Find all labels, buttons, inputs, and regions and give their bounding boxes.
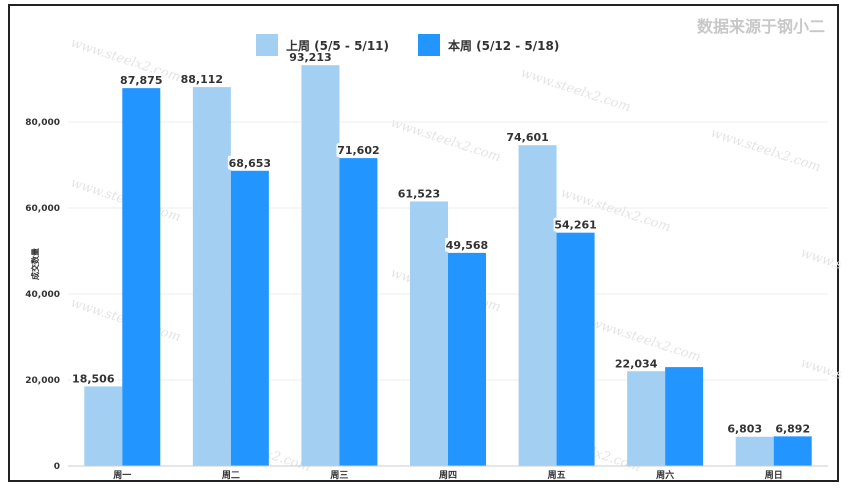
chart-frame: www.steelx2.com www.steelx2.com www.steelx… <box>8 4 841 482</box>
watermark-text: www.steelx2.com <box>389 116 503 166</box>
data-label-bg <box>71 371 116 386</box>
legend-label: 本周 (5/12 - 5/18) <box>448 38 559 53</box>
data-label-bg <box>505 130 550 145</box>
bar <box>556 232 595 466</box>
data-label: 49,568 <box>446 239 488 252</box>
bar <box>230 170 269 466</box>
data-label: 54,261 <box>554 219 596 232</box>
data-labels-layer: 18,506 87,875 88,112 68,653 93,213 71,602 61,5… <box>71 50 815 436</box>
bar <box>339 158 378 467</box>
bar <box>410 201 448 466</box>
bar <box>773 436 812 466</box>
y-axis-title: 成交数量 <box>30 248 40 280</box>
x-tick-label: 周日 <box>765 470 783 481</box>
data-label: 88,112 <box>181 73 223 86</box>
y-tick-label: 60,000 <box>25 204 60 214</box>
data-label-bg <box>770 421 815 436</box>
data-label: 71,602 <box>337 144 379 157</box>
y-tick-label: 0 <box>54 462 60 472</box>
watermark-text: www.steelx2.com <box>799 246 841 296</box>
data-label-bg <box>722 421 767 436</box>
x-tick-label: 周六 <box>656 469 674 481</box>
bar <box>84 386 123 466</box>
legend-swatch <box>256 34 278 56</box>
data-label-bg <box>614 356 659 371</box>
x-tick-label: 周四 <box>439 470 457 481</box>
data-label: 74,601 <box>506 131 548 144</box>
data-label: 18,506 <box>72 372 115 385</box>
data-label-bg <box>336 143 381 158</box>
data-label-bg <box>397 186 441 201</box>
data-label: 93,213 <box>289 51 331 64</box>
legend-swatch <box>418 34 440 56</box>
y-tick-label: 40,000 <box>25 290 60 300</box>
legend[interactable]: 上周 (5/5 - 5/11) 本周 (5/12 - 5/18) <box>256 34 559 56</box>
y-tick-label: 20,000 <box>25 376 60 386</box>
bar <box>122 88 161 466</box>
bars-layer <box>84 65 812 467</box>
data-label: 61,523 <box>398 187 440 200</box>
x-tick-label: 周三 <box>330 470 348 481</box>
bar-chart: www.steelx2.com www.steelx2.com www.steelx… <box>25 17 841 481</box>
bar <box>518 145 557 466</box>
bar <box>192 87 231 466</box>
data-label-bg <box>553 217 598 232</box>
x-axis: 周一 周二 周三 周四 周五 周六 周日 <box>68 465 828 481</box>
data-label-bg <box>288 50 333 65</box>
data-label: 6,803 <box>727 423 762 436</box>
legend-label: 上周 (5/5 - 5/11) <box>286 38 389 53</box>
data-label-bg <box>179 72 224 87</box>
x-tick-label: 周二 <box>222 470 240 481</box>
x-tick-label: 周五 <box>548 470 566 481</box>
data-label: 87,875 <box>120 74 162 87</box>
x-tick-label: 周一 <box>113 470 131 481</box>
watermark-text: www.steelx2.com <box>519 66 633 116</box>
data-label: 6,892 <box>775 422 810 435</box>
source-note: 数据来源于钢小二 <box>697 17 825 36</box>
y-tick-label: 80,000 <box>25 118 60 128</box>
y-axis: 0 20,000 40,000 60,000 80,000 <box>25 118 60 472</box>
data-label: 22,034 <box>615 357 658 370</box>
data-label-bg <box>445 237 489 252</box>
data-label-bg <box>227 155 272 170</box>
bar <box>448 252 486 466</box>
data-label: 68,653 <box>229 157 271 170</box>
data-label-bg <box>119 73 164 88</box>
bar <box>627 371 666 466</box>
bar <box>735 436 774 466</box>
watermark-text: www.steelx2.com <box>709 126 823 176</box>
bar <box>301 65 340 467</box>
bar <box>665 367 704 466</box>
